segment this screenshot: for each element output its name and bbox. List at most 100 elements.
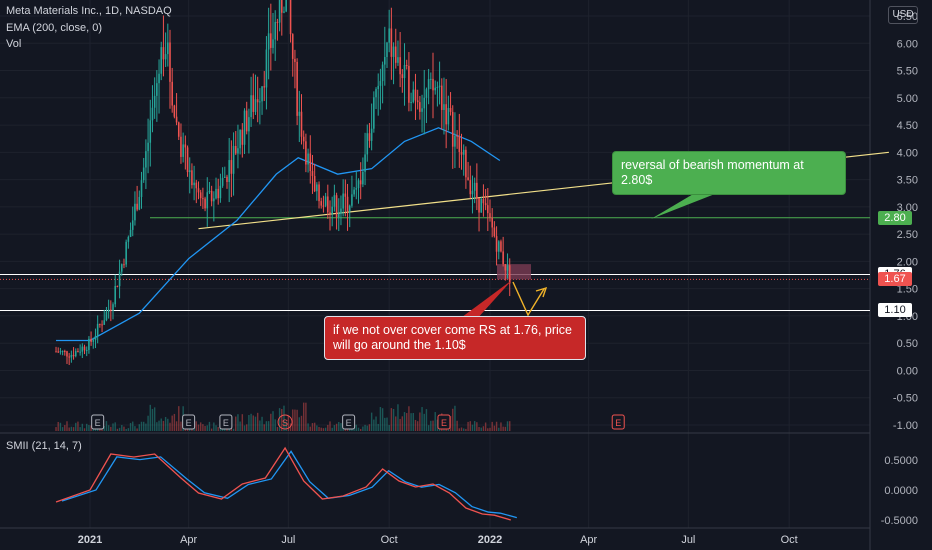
volume-bar [263,424,265,431]
volume-bar [471,424,474,431]
candle-body [195,182,198,189]
time-tick-label: Apr [580,534,597,546]
green-note-pointer [651,190,720,219]
volume-bar [309,426,311,431]
candle-body [55,351,57,353]
candle-body [302,136,305,142]
volume-bar [162,420,165,431]
volume-bar [129,422,132,431]
volume-bar [395,416,397,431]
volume-bar [298,417,301,431]
candle-body [261,86,263,102]
candle-body [88,338,90,350]
candle-body [206,192,209,209]
candle-body [184,144,187,148]
candle-body [213,198,215,202]
candle-body [359,180,362,185]
candle-body [120,264,123,272]
volume-bar [357,427,360,431]
volume-bar [416,421,419,431]
candle-body [252,95,255,112]
volume-bar [261,416,263,431]
candle-body [243,110,246,145]
green-note: reversal of bearish momentum at 2.80$ [612,151,846,195]
candle-body [368,133,371,141]
candle-body [307,153,309,165]
candle-body [215,188,217,199]
volume-legend[interactable]: Vol [6,38,22,50]
candle-body [333,195,336,207]
earnings-marker [437,414,451,430]
candle-body [430,78,432,80]
candle-body [416,100,419,103]
candle-body [169,42,171,82]
volume-bar [243,425,246,431]
candle-body [112,304,114,311]
volume-bar [452,408,454,431]
volume-bar [61,427,64,431]
volume-bar [285,421,287,431]
candle-body [83,346,86,351]
candle-body [322,205,325,207]
price-tick-label: 2.00 [897,256,918,268]
volume-bar [175,421,178,431]
candle-body [99,323,101,325]
volume-bar [265,421,268,431]
candle-body [265,49,268,88]
candle-body [175,116,178,123]
annotation-pointers [458,190,720,320]
volume-bar [259,420,261,431]
candle-body [140,180,143,197]
volume-bar [493,425,496,431]
volume-bar [197,424,200,431]
smii-legend[interactable]: SMII (21, 14, 7) [6,440,82,452]
volume-bar [287,415,290,431]
volume-bar [217,427,219,431]
time-tick-label: Apr [180,534,197,546]
volume-bar [83,428,86,431]
candle-body [142,167,145,181]
candle-body [289,0,292,35]
candle-body [300,111,303,137]
volume-bar [167,418,169,431]
price-tick-label: 1.50 [897,284,918,296]
candle-body [331,206,333,214]
candle-body [373,97,375,129]
split-marker-label: S [282,418,288,428]
candle-body [223,176,226,178]
volume-bar [88,425,90,431]
smii-indicator [55,446,517,521]
candle-body [355,188,358,190]
candle-body [410,101,412,103]
candle-body [500,241,502,252]
candle-body [164,54,167,60]
candle-body [92,339,95,342]
volume-bar [289,423,292,431]
candle-body [70,354,73,358]
volume-bar [276,427,279,431]
currency-badge[interactable]: USD [888,6,918,24]
volume-bar [478,427,480,431]
volume-bar [138,424,141,431]
volume-bar [338,422,340,431]
volume-bar [436,419,439,431]
earnings-marker [611,414,625,430]
candle-body [305,141,307,165]
volume-bar [151,408,154,431]
volume-bar [482,426,485,431]
volume-bar [79,427,81,431]
volume-bar [359,428,362,431]
volume-bar [250,413,252,431]
volume-bar [344,428,347,431]
volume-bar [107,425,110,431]
volume-bar [434,412,436,431]
candle-body [316,184,318,192]
volume-bar [377,423,379,431]
volume-bar [171,415,173,431]
symbol-legend[interactable]: Meta Materials Inc., 1D, NASDAQ [6,5,172,17]
candle-body [377,85,380,90]
smii-tick-label: 0.5000 [884,455,918,467]
volume-bar [313,422,316,431]
ema-legend[interactable]: EMA (200, close, 0) [6,22,102,34]
